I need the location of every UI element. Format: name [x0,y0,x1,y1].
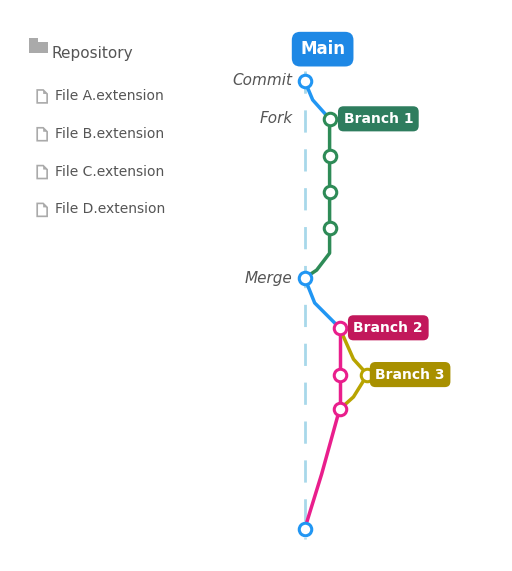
Polygon shape [37,166,47,179]
Text: Commit: Commit [233,74,293,89]
Text: Branch 1: Branch 1 [344,112,413,126]
Polygon shape [43,90,47,94]
Text: Fork: Fork [260,111,293,126]
Text: Branch 2: Branch 2 [353,321,423,335]
Text: File C.extension: File C.extension [55,164,164,179]
Polygon shape [37,203,47,216]
Text: Merge: Merge [245,271,293,286]
Polygon shape [43,128,47,132]
Text: File B.extension: File B.extension [55,127,164,140]
Polygon shape [37,128,47,140]
FancyBboxPatch shape [29,42,48,53]
Polygon shape [43,203,47,207]
FancyBboxPatch shape [29,38,38,42]
Polygon shape [43,166,47,170]
Text: File D.extension: File D.extension [55,202,165,216]
Text: Branch 3: Branch 3 [375,368,445,381]
Text: File A.extension: File A.extension [55,89,164,103]
Text: Main: Main [300,40,345,58]
Polygon shape [37,90,47,103]
Text: Repository: Repository [51,46,133,61]
